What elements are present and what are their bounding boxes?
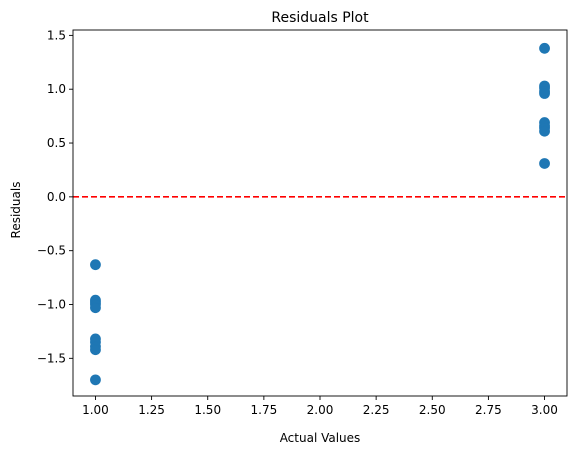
x-tick-label: 3.00 xyxy=(531,403,558,417)
data-point-9 xyxy=(90,374,101,386)
data-point-14 xyxy=(539,88,550,99)
y-tick-label: −1.5 xyxy=(37,351,66,365)
x-axis-label: Actual Values xyxy=(280,431,361,445)
x-tick-label: 1.00 xyxy=(82,403,109,417)
y-axis-label: Residuals xyxy=(9,182,23,239)
data-point-18 xyxy=(539,125,550,137)
y-tick-label: 1.0 xyxy=(47,82,66,96)
y-tick-label: −0.5 xyxy=(37,244,66,258)
data-point-4 xyxy=(90,302,101,314)
data-point-8 xyxy=(90,344,101,356)
y-tick-label: −1.0 xyxy=(37,298,66,312)
y-tick-label: 0.0 xyxy=(47,190,66,204)
chart-title: Residuals Plot xyxy=(271,10,369,26)
data-point-19 xyxy=(539,158,550,169)
x-tick-label: 1.75 xyxy=(251,403,278,417)
x-tick-label: 2.25 xyxy=(363,403,390,417)
x-tick-label: 2.00 xyxy=(307,403,334,417)
data-point-10 xyxy=(539,42,550,54)
y-tick-label: 1.5 xyxy=(47,28,66,42)
x-tick-label: 2.75 xyxy=(475,403,502,417)
y-tick-label: 0.5 xyxy=(47,136,66,150)
x-tick-label: 1.25 xyxy=(138,403,165,417)
data-point-0 xyxy=(90,259,101,271)
x-tick-label: 2.50 xyxy=(419,403,446,417)
plot-area: 1.00 1.25 1.50 1.75 2.00 2.25 2.50 2.75 3.00 −1.5… xyxy=(37,28,568,417)
x-tick-label: 1.50 xyxy=(194,403,221,417)
